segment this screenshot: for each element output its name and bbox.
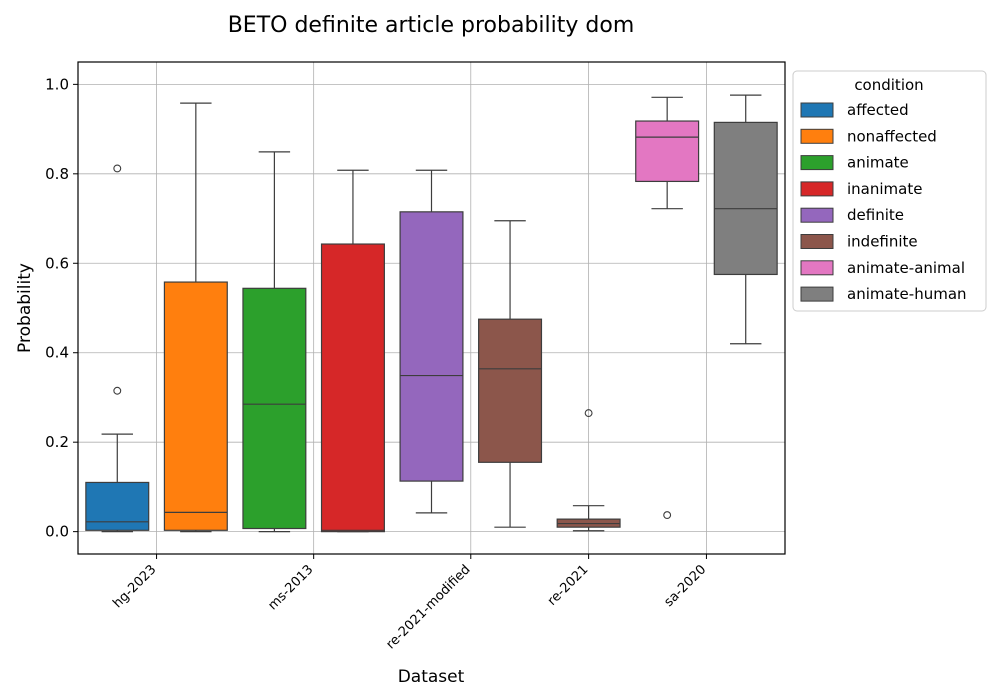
box-body bbox=[399, 211, 464, 482]
legend-item-animate-animal: animate-animal bbox=[800, 259, 965, 277]
box-inanimate-ms-2013 bbox=[320, 169, 385, 533]
plot-frame bbox=[77, 61, 786, 555]
legend-title: condition bbox=[854, 76, 923, 94]
legend-swatch bbox=[800, 260, 834, 276]
box-body bbox=[163, 281, 228, 531]
box-animate-animal-sa-2020 bbox=[635, 96, 700, 520]
box-definite-re-2021-modified bbox=[399, 169, 464, 514]
y-tick-label: 1.0 bbox=[45, 75, 69, 93]
box-body bbox=[85, 481, 150, 531]
box-body bbox=[320, 243, 385, 533]
legend-item-animate-human: animate-human bbox=[800, 285, 967, 303]
legend-label: animate bbox=[847, 154, 909, 172]
box-indefinite-re-2021-modified bbox=[478, 220, 543, 528]
legend-label: animate-human bbox=[847, 285, 967, 303]
box-nonaffected-hg-2023 bbox=[163, 102, 228, 533]
box-body bbox=[242, 287, 307, 530]
legend-swatch bbox=[800, 234, 834, 249]
legend-swatch bbox=[800, 102, 834, 118]
box-animate-ms-2013 bbox=[242, 151, 307, 533]
y-tick-label: 0.0 bbox=[45, 523, 69, 541]
box-animate-human-sa-2020 bbox=[713, 94, 778, 345]
y-axis-label: Probability bbox=[15, 263, 35, 353]
box-indefinite-re-2021 bbox=[556, 409, 621, 532]
legend-label: affected bbox=[847, 101, 909, 119]
legend-item-affected: affected bbox=[800, 101, 909, 119]
outlier-point bbox=[663, 511, 672, 520]
legend-item-definite: definite bbox=[800, 206, 904, 224]
chart-title: BETO definite article probability dom bbox=[228, 13, 635, 38]
x-axis-label: Dataset bbox=[398, 667, 465, 687]
legend-item-animate: animate bbox=[800, 154, 909, 172]
legend-swatch bbox=[800, 155, 834, 171]
y-tick-label: 0.8 bbox=[45, 165, 69, 183]
outlier-point bbox=[113, 386, 122, 395]
legend-frame bbox=[792, 70, 987, 312]
y-tick-label: 0.2 bbox=[45, 433, 69, 451]
legend-swatch bbox=[800, 286, 834, 302]
legend: condition affected nonaffected animate inan… bbox=[792, 70, 987, 312]
box-elements bbox=[85, 94, 778, 533]
legend-swatch bbox=[800, 181, 834, 197]
y-tick-label: 0.6 bbox=[45, 254, 69, 272]
box-affected-hg-2023 bbox=[85, 164, 150, 533]
legend-label: nonaffected bbox=[847, 127, 937, 145]
box-body bbox=[713, 121, 778, 276]
legend-items: affected nonaffected animate inanimate defin… bbox=[800, 101, 967, 303]
legend-swatch bbox=[800, 128, 834, 144]
legend-swatch bbox=[800, 207, 834, 223]
legend-item-nonaffected: nonaffected bbox=[800, 127, 937, 145]
box-body bbox=[635, 120, 700, 183]
outlier-point bbox=[584, 409, 593, 418]
legend-item-indefinite: indefinite bbox=[800, 233, 918, 251]
box-body bbox=[478, 318, 543, 463]
legend-label: animate-animal bbox=[847, 259, 965, 277]
legend-label: indefinite bbox=[847, 233, 918, 251]
y-tick-label: 0.4 bbox=[45, 344, 69, 362]
outlier-point bbox=[113, 164, 122, 173]
legend-label: definite bbox=[847, 206, 904, 224]
legend-label: inanimate bbox=[847, 180, 922, 198]
legend-item-inanimate: inanimate bbox=[800, 180, 922, 198]
